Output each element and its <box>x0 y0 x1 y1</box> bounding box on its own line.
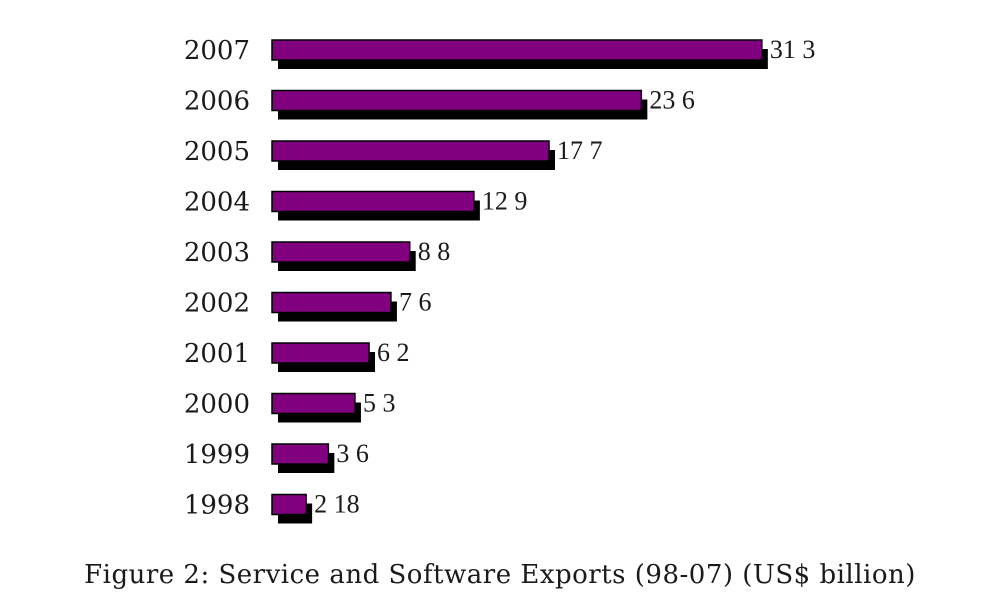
bar-2006 <box>271 89 643 112</box>
bar-1999 <box>271 443 330 465</box>
category-label-2002: 2002 <box>184 289 250 319</box>
category-label-2004: 2004 <box>184 188 250 218</box>
value-label-2000: 5 3 <box>363 389 396 418</box>
value-label-2006: 23 6 <box>649 86 695 115</box>
category-label-1999: 1999 <box>184 440 250 470</box>
value-label-2003: 8 8 <box>418 237 451 266</box>
bar-2004 <box>271 190 475 213</box>
bar-1998 <box>271 493 307 516</box>
category-label-2003: 2003 <box>184 238 250 268</box>
bar-2002 <box>271 291 392 314</box>
value-label-2007: 31 3 <box>770 35 816 64</box>
value-label-2002: 7 6 <box>399 288 432 317</box>
category-label-2001: 2001 <box>184 339 250 369</box>
category-label-2007: 2007 <box>184 36 250 66</box>
bar-2005 <box>271 140 550 162</box>
value-label-2001: 6 2 <box>377 338 410 367</box>
bar-2003 <box>271 241 411 263</box>
category-label-2000: 2000 <box>184 390 250 420</box>
bar-2000 <box>271 392 356 415</box>
category-label-2006: 2006 <box>184 87 250 117</box>
chart-caption: Figure 2: Service and Software Exports (… <box>84 560 916 590</box>
bar-2007 <box>271 39 763 61</box>
bar-2001 <box>271 342 370 364</box>
category-label-2005: 2005 <box>184 137 250 167</box>
bar-chart: 2007 31 3 2006 23 6 2005 17 7 2004 12 9 2003 8 8 2… <box>184 35 816 524</box>
category-label-1998: 1998 <box>184 491 250 521</box>
value-label-1999: 3 6 <box>336 439 369 468</box>
value-label-2005: 17 7 <box>557 136 603 165</box>
value-label-2004: 12 9 <box>482 187 528 216</box>
value-label-1998: 2 18 <box>314 490 360 519</box>
